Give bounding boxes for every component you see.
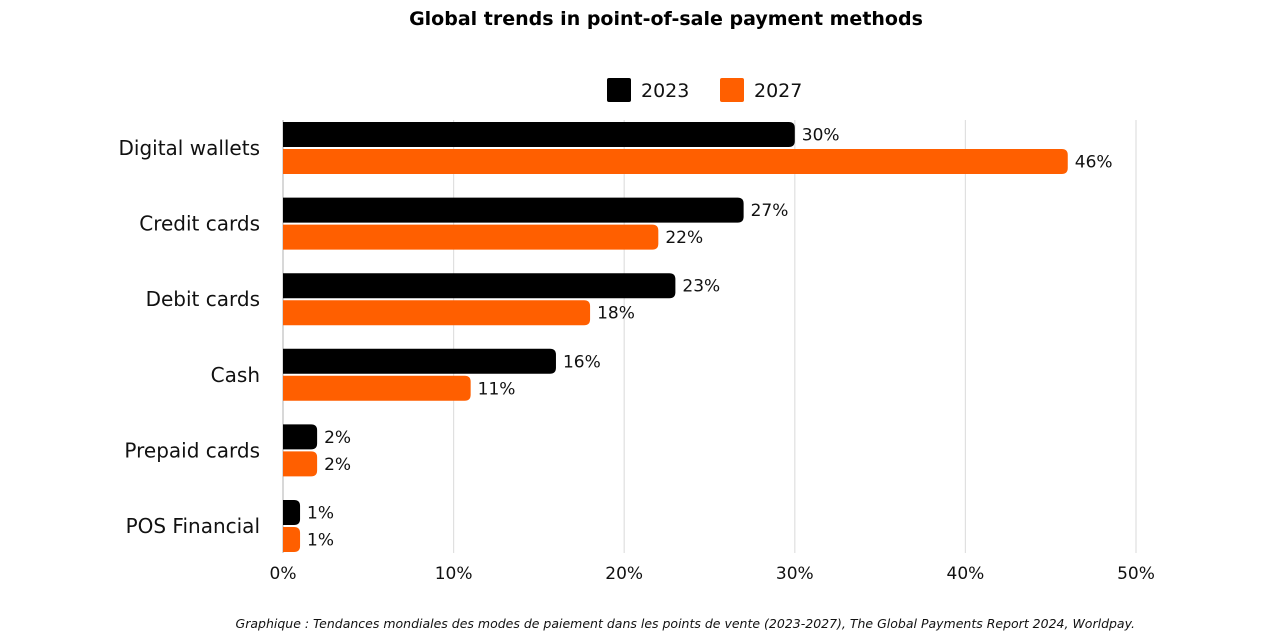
bar-2027-debit-cards xyxy=(283,300,591,326)
data-label: 22% xyxy=(665,228,703,248)
legend: 2023 2027 xyxy=(607,78,802,102)
bar-2023-pos-financial xyxy=(283,500,301,525)
legend-swatch-2027 xyxy=(720,78,744,102)
bar-2023-credit-cards xyxy=(283,197,744,223)
legend-swatch-2023 xyxy=(607,78,631,102)
x-tick-label: 30% xyxy=(776,564,814,584)
data-label: 46% xyxy=(1075,153,1113,173)
data-label: 1% xyxy=(307,504,334,524)
legend-label: 2023 xyxy=(641,80,689,102)
bar-2027-prepaid-cards xyxy=(283,451,318,477)
labels: Digital wallets 30% 46% Credit cards 27% 22% D… xyxy=(118,126,1112,551)
bar-2027-pos-financial xyxy=(283,527,301,552)
bar-2023-digital-wallets xyxy=(283,122,795,147)
bar-2027-digital-wallets xyxy=(283,149,1068,174)
data-label: 11% xyxy=(478,379,516,399)
category-label: Digital wallets xyxy=(118,136,260,160)
grid-lines xyxy=(282,120,1137,553)
data-label: 27% xyxy=(751,201,789,221)
x-tick-label: 20% xyxy=(605,564,643,584)
data-label: 30% xyxy=(802,126,840,146)
category-label: Debit cards xyxy=(146,287,260,311)
legend-label: 2027 xyxy=(754,80,802,102)
source-note: Graphique : Tendances mondiales des mode… xyxy=(235,616,1135,631)
data-label: 16% xyxy=(563,352,601,372)
data-label: 2% xyxy=(324,455,351,475)
chart-title: Global trends in point-of-sale payment m… xyxy=(409,8,923,30)
x-tick-label: 50% xyxy=(1117,564,1155,584)
x-tick-label: 0% xyxy=(270,564,297,584)
data-label: 2% xyxy=(324,428,351,448)
x-axis: 0% 10% 20% 30% 40% 50% xyxy=(270,564,1155,584)
category-label: Prepaid cards xyxy=(124,438,260,462)
data-label: 23% xyxy=(682,277,720,297)
bars xyxy=(283,122,1068,552)
bar-2027-cash xyxy=(283,375,471,401)
x-tick-label: 10% xyxy=(435,564,473,584)
data-label: 18% xyxy=(597,304,635,324)
category-label: Cash xyxy=(211,363,260,387)
category-label: Credit cards xyxy=(139,212,260,236)
bar-2023-prepaid-cards xyxy=(283,424,318,450)
data-label: 1% xyxy=(307,531,334,551)
bar-2023-cash xyxy=(283,348,556,374)
category-label: POS Financial xyxy=(126,514,260,538)
x-tick-label: 40% xyxy=(947,564,985,584)
bar-2023-debit-cards xyxy=(283,273,676,299)
bar-2027-credit-cards xyxy=(283,224,659,250)
